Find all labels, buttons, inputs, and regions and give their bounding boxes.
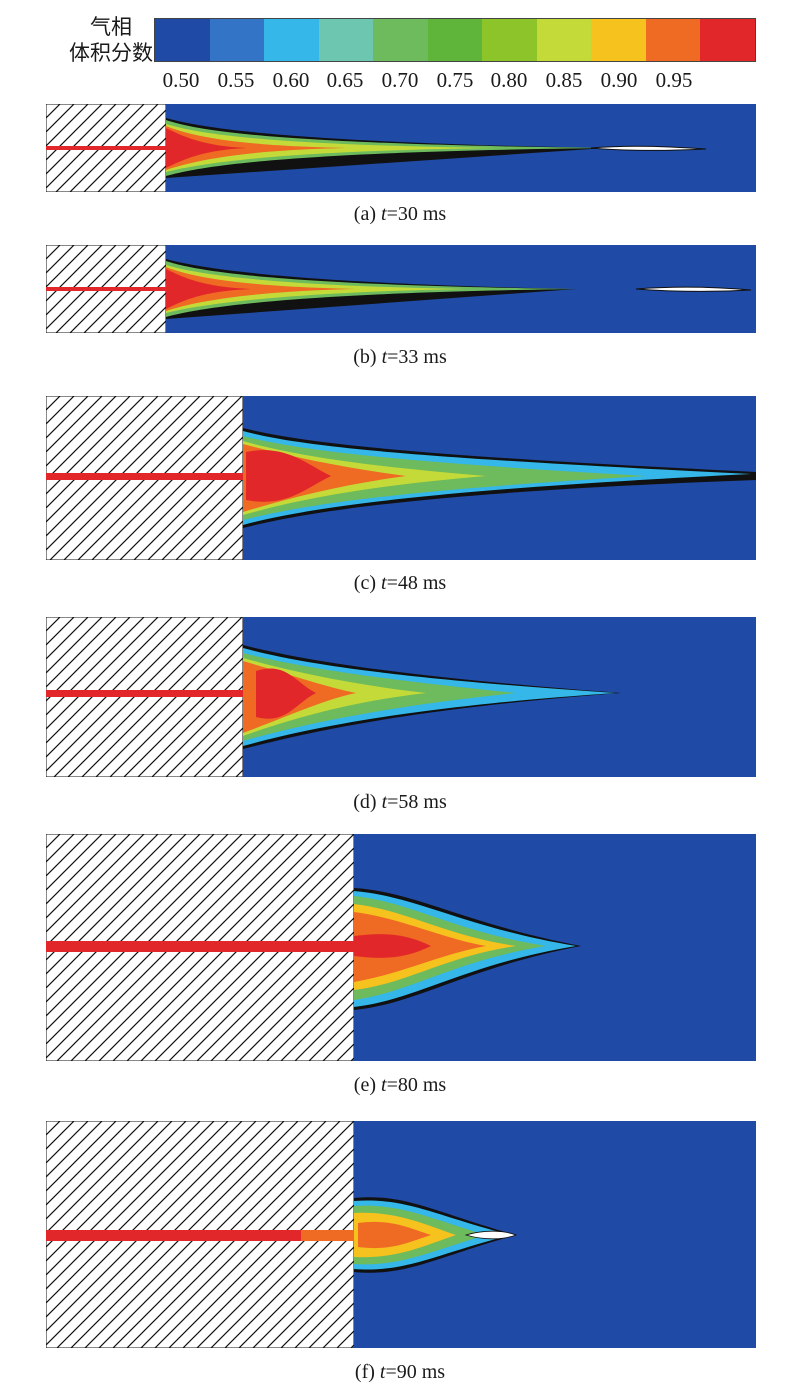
colorbar-cell xyxy=(427,19,483,61)
caption-label: (d) xyxy=(353,791,377,813)
colorbar-cell xyxy=(591,19,646,61)
contour-panel-f xyxy=(46,1121,756,1348)
caption-value: =90 ms xyxy=(385,1361,446,1383)
colorbar-tick: 0.85 xyxy=(545,68,583,92)
colorbar-tick: 0.50 xyxy=(162,68,200,92)
caption-d: (d) t=58 ms xyxy=(0,790,800,814)
contour-plot-f xyxy=(46,1121,756,1348)
colorbar-cell xyxy=(373,19,428,61)
caption-label: (e) xyxy=(353,1074,376,1096)
caption-value: =48 ms xyxy=(386,572,447,594)
contour-panel-b xyxy=(46,245,756,333)
caption-value: =33 ms xyxy=(387,346,447,368)
colorbar-cell xyxy=(318,19,374,61)
colorbar-tick: 0.70 xyxy=(381,68,419,92)
contour-plot-c xyxy=(46,396,756,560)
colorbar xyxy=(154,18,756,62)
caption-var: t xyxy=(381,791,388,813)
colorbar-tick: 0.80 xyxy=(490,68,528,92)
caption-var: t xyxy=(381,346,388,368)
colorbar-tick: 0.90 xyxy=(600,68,638,92)
contour-panel-d xyxy=(46,617,756,777)
contour-plot-b xyxy=(46,245,756,333)
contour-plot-e xyxy=(46,834,756,1061)
caption-label: (c) xyxy=(353,572,376,594)
caption-a: (a) t=30 ms xyxy=(0,202,800,226)
contour-panel-c xyxy=(46,396,756,560)
caption-var: t xyxy=(379,1361,386,1383)
caption-var: t xyxy=(381,1074,387,1096)
caption-b: (b) t=33 ms xyxy=(0,345,800,369)
caption-e: (e) t=80 ms xyxy=(0,1073,800,1097)
caption-label: (b) xyxy=(353,346,377,368)
legend-title-line2: 体积分数 xyxy=(69,41,153,65)
colorbar-tick: 0.65 xyxy=(326,68,364,92)
injector-jet xyxy=(46,287,166,291)
colorbar-tick: 0.55 xyxy=(217,68,255,92)
contour-panel-a xyxy=(46,104,756,192)
injector-jet xyxy=(46,690,243,697)
contour-plot-d xyxy=(46,617,756,777)
colorbar-tick: 0.60 xyxy=(272,68,310,92)
colorbar-cell xyxy=(645,19,701,61)
contour-plot-a xyxy=(46,104,756,192)
caption-c: (c) t=48 ms xyxy=(0,571,800,595)
caption-var: t xyxy=(381,572,387,594)
colorbar-cell xyxy=(700,19,756,61)
injector-jet-tip xyxy=(301,1230,354,1241)
caption-value: =30 ms xyxy=(386,203,447,225)
caption-value: =80 ms xyxy=(386,1074,447,1096)
colorbar-cell xyxy=(536,19,592,61)
caption-var: t xyxy=(381,203,387,225)
colorbar-ticks: 0.50 0.55 0.60 0.65 0.70 0.75 0.80 0.85 … xyxy=(0,68,800,96)
injector-jet xyxy=(46,1230,301,1241)
colorbar-cell xyxy=(482,19,537,61)
caption-label: (f) xyxy=(354,1361,375,1383)
injector-jet xyxy=(46,146,166,150)
contour-panel-e xyxy=(46,834,756,1061)
caption-label: (a) xyxy=(353,203,376,225)
caption-f: (f) t=90 ms xyxy=(0,1360,800,1384)
injector-jet xyxy=(46,473,243,480)
colorbar-tick: 0.75 xyxy=(436,68,474,92)
colorbar-tick: 0.95 xyxy=(655,68,693,92)
colorbar-cell xyxy=(264,19,319,61)
caption-value: =58 ms xyxy=(387,791,447,813)
colorbar-cell xyxy=(209,19,265,61)
legend-title: 气相 体积分数 xyxy=(66,14,156,66)
injector-jet xyxy=(46,941,354,952)
legend-title-line1: 气相 xyxy=(90,15,132,39)
colorbar-cell xyxy=(155,19,210,61)
